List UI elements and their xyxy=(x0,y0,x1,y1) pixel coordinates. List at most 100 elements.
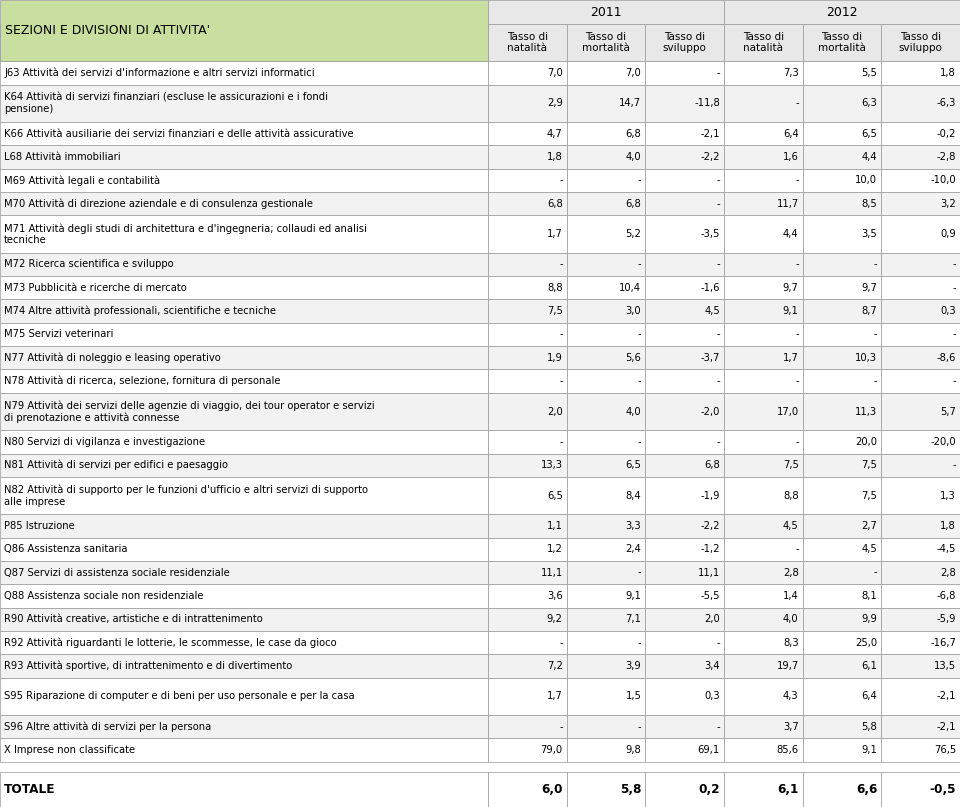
Bar xyxy=(724,608,803,631)
Bar xyxy=(645,299,724,323)
Bar xyxy=(803,85,881,122)
Text: 8,8: 8,8 xyxy=(547,282,563,293)
Text: 5,2: 5,2 xyxy=(626,229,641,239)
Bar xyxy=(0,654,488,678)
Bar xyxy=(724,393,803,430)
Bar xyxy=(803,393,881,430)
Text: -: - xyxy=(795,329,799,340)
Text: J63 Attività dei servizi d'informazione e altri servizi informatici: J63 Attività dei servizi d'informazione … xyxy=(4,68,315,78)
Bar xyxy=(803,631,881,654)
Bar xyxy=(724,584,803,608)
Bar xyxy=(0,477,488,514)
Text: -2,2: -2,2 xyxy=(701,521,720,531)
Bar xyxy=(0,370,488,393)
Text: 2,4: 2,4 xyxy=(626,544,641,554)
Text: -: - xyxy=(795,259,799,270)
Text: 6,8: 6,8 xyxy=(705,460,720,470)
Text: -16,7: -16,7 xyxy=(930,638,956,647)
Text: 1,4: 1,4 xyxy=(783,591,799,601)
Bar xyxy=(0,299,488,323)
Bar xyxy=(881,477,960,514)
Text: SEZIONI E DIVISIONI DI ATTIVITA': SEZIONI E DIVISIONI DI ATTIVITA' xyxy=(5,24,210,37)
Text: 6,5: 6,5 xyxy=(626,460,641,470)
Bar xyxy=(645,454,724,477)
Text: -: - xyxy=(795,98,799,108)
Bar xyxy=(724,561,803,584)
Bar xyxy=(566,192,645,215)
Bar xyxy=(645,772,724,807)
Bar xyxy=(566,370,645,393)
Text: -20,0: -20,0 xyxy=(930,437,956,447)
Bar xyxy=(803,215,881,253)
Text: -: - xyxy=(874,259,877,270)
Bar xyxy=(566,477,645,514)
Bar xyxy=(488,215,566,253)
Bar xyxy=(803,454,881,477)
Text: 6,8: 6,8 xyxy=(547,199,563,209)
Bar xyxy=(488,370,566,393)
Bar xyxy=(881,561,960,584)
Text: 13,5: 13,5 xyxy=(934,661,956,671)
Bar xyxy=(881,738,960,762)
Bar xyxy=(803,61,881,85)
Text: N78 Attività di ricerca, selezione, fornitura di personale: N78 Attività di ricerca, selezione, forn… xyxy=(4,376,280,387)
Text: 6,4: 6,4 xyxy=(783,129,799,139)
Bar xyxy=(645,631,724,654)
Text: -: - xyxy=(795,376,799,387)
Text: -: - xyxy=(716,721,720,732)
Text: 7,1: 7,1 xyxy=(626,614,641,625)
Text: Q88 Assistenza sociale non residenziale: Q88 Assistenza sociale non residenziale xyxy=(4,591,204,601)
Bar xyxy=(803,584,881,608)
Bar xyxy=(0,430,488,454)
Text: 2,7: 2,7 xyxy=(861,521,877,531)
Text: 0,3: 0,3 xyxy=(941,306,956,316)
Text: 9,8: 9,8 xyxy=(626,745,641,755)
Text: R90 Attività creative, artistiche e di intrattenimento: R90 Attività creative, artistiche e di i… xyxy=(4,614,263,625)
Bar xyxy=(566,537,645,561)
Text: N79 Attività dei servizi delle agenzie di viaggio, dei tour operator e servizi
d: N79 Attività dei servizi delle agenzie d… xyxy=(4,400,374,423)
Bar xyxy=(488,561,566,584)
Text: 11,1: 11,1 xyxy=(698,567,720,578)
Text: -: - xyxy=(637,721,641,732)
Bar xyxy=(488,477,566,514)
Text: -: - xyxy=(952,460,956,470)
Bar xyxy=(488,537,566,561)
Text: 1,5: 1,5 xyxy=(626,692,641,701)
Text: 9,7: 9,7 xyxy=(861,282,877,293)
Bar xyxy=(881,85,960,122)
Bar xyxy=(724,61,803,85)
Bar xyxy=(488,393,566,430)
Text: Q86 Assistenza sanitaria: Q86 Assistenza sanitaria xyxy=(4,544,128,554)
Bar xyxy=(645,514,724,537)
Text: 14,7: 14,7 xyxy=(619,98,641,108)
Text: 6,1: 6,1 xyxy=(861,661,877,671)
Text: -: - xyxy=(559,329,563,340)
Bar xyxy=(724,24,803,61)
Bar xyxy=(645,715,724,738)
Text: 2012: 2012 xyxy=(827,6,858,19)
Bar xyxy=(488,24,566,61)
Text: -: - xyxy=(952,329,956,340)
Bar xyxy=(645,654,724,678)
Bar xyxy=(881,608,960,631)
Text: 79,0: 79,0 xyxy=(540,745,563,755)
Bar xyxy=(724,370,803,393)
Text: -0,5: -0,5 xyxy=(929,783,956,797)
Text: S96 Altre attività di servizi per la persona: S96 Altre attività di servizi per la per… xyxy=(4,721,211,732)
Text: -11,8: -11,8 xyxy=(694,98,720,108)
Bar xyxy=(0,215,488,253)
Text: TOTALE: TOTALE xyxy=(4,783,56,797)
Text: M75 Servizi veterinari: M75 Servizi veterinari xyxy=(4,329,113,340)
Bar xyxy=(488,608,566,631)
Text: R93 Attività sportive, di intrattenimento e di divertimento: R93 Attività sportive, di intratteniment… xyxy=(4,661,292,671)
Bar xyxy=(881,169,960,192)
Bar xyxy=(566,738,645,762)
Bar xyxy=(488,122,566,145)
Bar xyxy=(0,772,488,807)
Bar xyxy=(488,145,566,169)
Bar xyxy=(488,85,566,122)
Text: 0,3: 0,3 xyxy=(705,692,720,701)
Bar xyxy=(803,253,881,276)
Bar xyxy=(803,477,881,514)
Bar xyxy=(645,584,724,608)
